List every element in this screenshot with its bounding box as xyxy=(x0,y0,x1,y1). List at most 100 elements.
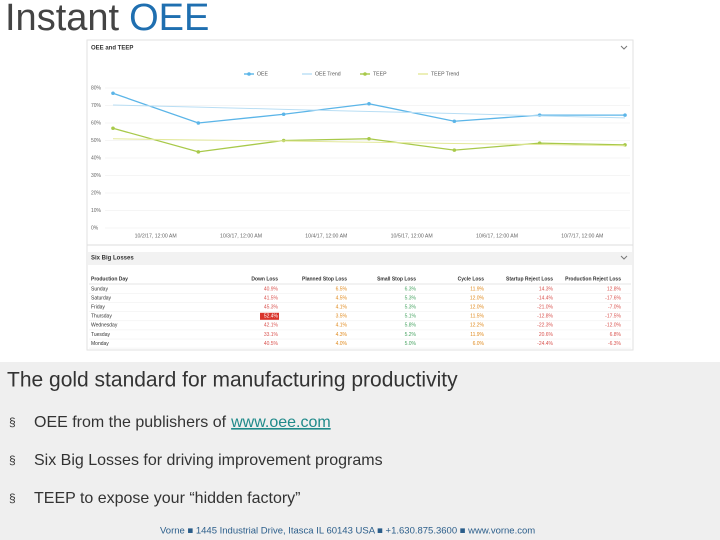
bullet-body: Six Big Losses for driving improvement p… xyxy=(34,452,383,469)
table-cell: 11.9% xyxy=(470,332,484,338)
table-cell: Wednesday xyxy=(91,323,118,329)
data-point xyxy=(537,113,542,117)
chart-title: OEE and TEEP xyxy=(91,46,133,52)
column-header: Production Reject Loss xyxy=(565,276,621,282)
table-cell: 6.8% xyxy=(610,332,622,338)
table-header-bar xyxy=(88,252,632,265)
legend-dot xyxy=(363,72,367,76)
legend-label: TEEP xyxy=(373,71,387,77)
data-point xyxy=(111,91,115,96)
title-word: Instant xyxy=(5,0,120,39)
table-cell: 4.1% xyxy=(336,305,348,311)
bullet-marker: § xyxy=(9,415,16,429)
table-cell: 4.1% xyxy=(336,323,348,329)
y-tick-label: 40% xyxy=(91,155,102,161)
chevron xyxy=(620,255,628,260)
table-cell: Friday xyxy=(91,305,105,311)
slide-heading: The gold standard for manufacturing prod… xyxy=(7,369,458,392)
table-cell: -22.3% xyxy=(537,323,553,329)
table-cell: 5.2% xyxy=(405,332,417,338)
table-cell: -24.4% xyxy=(537,341,553,347)
column-header: Production Day xyxy=(91,276,128,282)
legend-label: OEE xyxy=(257,71,268,77)
column-header: Small Stop Loss xyxy=(377,276,416,282)
y-tick-label: 0% xyxy=(91,225,99,231)
data-point xyxy=(367,101,371,106)
y-tick-label: 10% xyxy=(91,208,102,214)
bullet-text: Six Big Losses for driving improvement p… xyxy=(34,452,383,469)
table-cell: 52.4% xyxy=(264,314,279,320)
table-cell: -21.0% xyxy=(537,305,553,311)
table-cell: -6.3% xyxy=(608,341,622,347)
data-point xyxy=(281,138,286,143)
table-cell: 41.5% xyxy=(264,295,279,301)
y-tick-label: 50% xyxy=(91,138,102,144)
bullet-link[interactable]: www.oee.com xyxy=(230,414,331,431)
x-tick-label: 10/7/17, 12:00 AM xyxy=(561,233,603,239)
chevron xyxy=(620,45,628,50)
table-cell: 12.0% xyxy=(470,305,485,311)
x-tick-label: 10/6/17, 12:00 AM xyxy=(476,233,518,239)
table-cell: 4.0% xyxy=(336,341,348,347)
table-cell: 4.5% xyxy=(336,295,348,301)
slide-title: Instant OEE xyxy=(5,0,209,39)
bullet-body: OEE from the publishers of xyxy=(34,414,227,431)
data-point xyxy=(452,148,457,152)
title-word: OEE xyxy=(129,0,209,39)
x-tick-label: 10/5/17, 12:00 AM xyxy=(391,233,433,239)
table-cell: -12.8% xyxy=(537,314,553,320)
table-cell: -14.4% xyxy=(537,295,553,301)
table-cell: 6.5% xyxy=(336,286,348,292)
y-tick-label: 20% xyxy=(91,190,102,196)
table-cell: 42.1% xyxy=(264,323,279,329)
table-cell: 3.5% xyxy=(336,314,348,320)
x-tick-label: 10/4/17, 12:00 AM xyxy=(305,233,347,239)
highlight-cell xyxy=(260,312,279,320)
table-cell: 20.6% xyxy=(539,332,554,338)
data-point xyxy=(281,112,286,117)
table-cell: 12.8% xyxy=(607,286,622,292)
data-point xyxy=(196,150,201,154)
table-cell: 5.1% xyxy=(405,314,417,320)
y-tick-label: 60% xyxy=(91,120,102,126)
column-header: Down Loss xyxy=(251,276,278,282)
table-cell: 4.3% xyxy=(336,332,348,338)
table-cell: 5.3% xyxy=(405,305,417,311)
legend-dot xyxy=(247,72,251,76)
table-cell: 45.3% xyxy=(264,305,279,311)
trend-line xyxy=(112,138,626,147)
table-cell: 11.5% xyxy=(470,314,484,320)
table-cell: 40.5% xyxy=(264,341,279,347)
data-point xyxy=(623,113,627,117)
x-tick-label: 10/3/17, 12:00 AM xyxy=(220,233,262,239)
bullet-text: OEE from the publishers of www.oee.com xyxy=(34,414,331,431)
bullet-text: TEEP to expose your “hidden factory” xyxy=(34,490,301,507)
data-point xyxy=(196,121,201,125)
table-cell: 6.0% xyxy=(473,341,485,347)
table-cell: Tuesday xyxy=(91,332,110,338)
table-title: Six Big Losses xyxy=(91,256,134,262)
column-header: Startup Reject Loss xyxy=(506,276,553,282)
table-cell: Sunday xyxy=(91,286,108,292)
bullet-marker: § xyxy=(9,491,16,505)
legend-label: TEEP Trend xyxy=(431,71,459,77)
table-cell: -17.6% xyxy=(605,295,621,301)
table-cell: 5.3% xyxy=(405,295,417,301)
table-cell: Saturday xyxy=(91,295,112,301)
data-point xyxy=(452,119,457,124)
y-tick-label: 70% xyxy=(91,103,102,109)
column-header: Cycle Loss xyxy=(458,276,485,282)
table-cell: -7.0% xyxy=(608,305,622,311)
table-cell: 14.3% xyxy=(539,286,554,292)
bullet-body: TEEP to expose your “hidden factory” xyxy=(34,490,301,507)
table-cell: 33.1% xyxy=(264,332,279,338)
table-cell: -12.0% xyxy=(605,323,621,329)
footer: Vorne ■ 1445 Industrial Drive, Itasca IL… xyxy=(160,526,535,537)
trend-line xyxy=(112,104,626,119)
table-cell: -17.5% xyxy=(605,314,621,320)
bottom-panel xyxy=(0,362,720,540)
table-cell: Thursday xyxy=(91,314,112,320)
table-cell: 5.8% xyxy=(405,323,417,329)
y-tick-label: 80% xyxy=(91,85,102,91)
